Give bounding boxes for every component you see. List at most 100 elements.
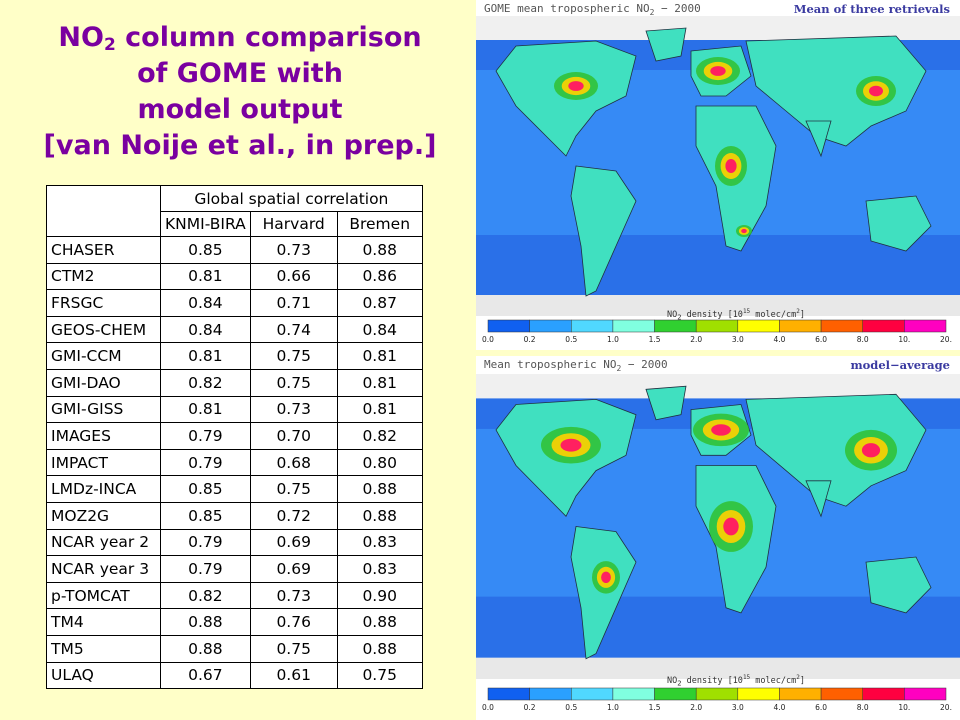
model-name-cell: TM4 — [46, 608, 161, 636]
correlation-value-cell: 0.83 — [336, 555, 423, 583]
colorbar-segment — [654, 319, 697, 333]
model-cbar-post: molec/cm — [750, 675, 797, 686]
table-row: GMI-DAO 0.82 0.75 0.81 — [46, 368, 423, 397]
column-header-bremen: Bremen — [336, 211, 423, 237]
table-row: IMPACT 0.79 0.68 0.80 — [46, 448, 423, 477]
no2-hotspot-south-america-core — [601, 571, 611, 584]
model-cbar-end: ] — [799, 675, 805, 686]
correlation-value-cell: 0.80 — [336, 448, 423, 477]
table-corner-cell — [46, 185, 161, 237]
landmass-india — [805, 480, 832, 518]
column-header-harvard: Harvard — [249, 211, 338, 237]
correlation-value-cell: 0.68 — [249, 448, 338, 477]
table-group-header-row: Global spatial correlation — [46, 185, 423, 237]
title-line-2: of GOME with — [137, 58, 343, 89]
correlation-value-cell: 0.88 — [336, 236, 423, 264]
title-line-1: NO2 column comparison — [10, 20, 470, 56]
colorbar-tick-label: 1.0 — [607, 703, 619, 712]
table-row: NCAR year 3 0.79 0.69 0.83 — [46, 555, 423, 583]
correlation-value-cell: 0.70 — [249, 422, 338, 450]
colorbar-tick-label: 8.0 — [857, 335, 869, 344]
model-map-title-text: Mean tropospheric NO — [484, 358, 617, 371]
colorbar-segment — [529, 687, 572, 701]
colorbar-tick-label: 10. — [898, 335, 910, 344]
colorbar-segment — [779, 319, 822, 333]
colorbar-segment — [487, 319, 530, 333]
landmass-greenland — [645, 27, 687, 62]
correlation-value-cell: 0.81 — [336, 395, 423, 424]
correlation-value-cell: 0.88 — [336, 634, 423, 663]
colorbar-tick-label: 0.0 — [482, 335, 494, 344]
table-row: CTM2 0.81 0.66 0.86 — [46, 262, 423, 291]
correlation-value-cell: 0.81 — [160, 395, 251, 424]
landmass-australia — [865, 195, 932, 252]
colorbar-tick-label: 2.0 — [690, 703, 702, 712]
model-map-title-year: − 2000 — [621, 358, 668, 371]
correlation-value-cell: 0.82 — [160, 581, 251, 610]
correlation-value-cell: 0.72 — [249, 501, 338, 530]
table-row: GMI-CCM 0.81 0.75 0.81 — [46, 342, 423, 370]
correlation-value-cell: 0.79 — [160, 448, 251, 477]
landmass-india — [805, 120, 832, 158]
correlation-value-cell: 0.81 — [160, 342, 251, 370]
colorbar-segment — [695, 687, 739, 701]
correlation-value-cell: 0.84 — [336, 315, 423, 344]
colorbar-segment — [862, 687, 905, 701]
gome-cbar-no: NO — [667, 309, 678, 320]
polar-region-north — [476, 374, 960, 399]
model-name-cell: GMI-DAO — [46, 368, 161, 397]
model-name-cell: TM5 — [46, 634, 161, 663]
table-row: FRSGC 0.84 0.71 0.87 — [46, 289, 423, 317]
landmass-asia — [745, 35, 927, 147]
model-name-cell: IMAGES — [46, 422, 161, 450]
table-row: TM5 0.88 0.75 0.88 — [46, 634, 423, 663]
model-name-cell: GEOS-CHEM — [46, 315, 161, 344]
model-cbar-sup2: 2 — [796, 674, 800, 681]
model-cbar-sup: 15 — [742, 674, 751, 681]
correlation-value-cell: 0.71 — [249, 289, 338, 317]
gome-cbar-sup: 15 — [742, 308, 751, 315]
landmass-australia — [865, 556, 932, 614]
correlation-value-cell: 0.83 — [336, 528, 423, 557]
correlation-value-cell: 0.75 — [249, 634, 338, 663]
no2-hotspot-africa-central-core — [723, 517, 739, 536]
model-no2-world-map — [476, 374, 960, 679]
title-line-1-rest: column comparison — [115, 22, 422, 53]
correlation-value-cell: 0.81 — [160, 262, 251, 291]
colorbar-tick-label: 0.5 — [565, 703, 577, 712]
correlation-value-cell: 0.79 — [160, 528, 251, 557]
colorbar-segment — [862, 319, 905, 333]
model-name-cell: NCAR year 2 — [46, 528, 161, 557]
correlation-value-cell: 0.81 — [336, 342, 423, 370]
correlation-value-cell: 0.75 — [336, 661, 423, 690]
colorbar-segment — [529, 319, 572, 333]
column-header-knmi-bira: KNMI-BIRA — [160, 211, 251, 237]
colorbar-tick-label: 4.0 — [773, 335, 785, 344]
colorbar-segment — [820, 687, 863, 701]
correlation-value-cell: 0.73 — [249, 581, 338, 610]
correlation-value-cell: 0.69 — [249, 528, 338, 557]
no2-hotspot-south-africa-core — [741, 228, 747, 234]
no2-hotspot-europe-core — [710, 66, 726, 76]
landmass-south-america — [570, 165, 637, 297]
model-colorbar: 0.0 0.2 0.5 1.0 1.5 2.0 3.0 4.0 6.0 8.0 10. 20. — [482, 687, 952, 712]
colorbar-tick-label: 20. — [940, 703, 952, 712]
gome-map-panel: GOME mean tropospheric NO2 − 2000 Mean o… — [476, 0, 960, 350]
slide-title: NO2 column comparison of GOME with model… — [10, 20, 470, 164]
colorbar-tick-label: 1.5 — [649, 703, 661, 712]
colorbar-tick-label: 1.5 — [649, 335, 661, 344]
correlation-value-cell: 0.75 — [249, 475, 338, 503]
title-subscript: 2 — [103, 35, 116, 55]
colorbar-tick-label: 3.0 — [732, 335, 744, 344]
correlation-value-cell: 0.82 — [336, 422, 423, 450]
colorbar-tick-label: 0.2 — [524, 703, 536, 712]
correlation-value-cell: 0.85 — [160, 501, 251, 530]
gome-colorbar: 0.0 0.2 0.5 1.0 1.5 2.0 3.0 4.0 6.0 8.0 10. 20. — [482, 319, 952, 344]
correlation-value-cell: 0.73 — [249, 236, 338, 264]
colorbar-tick-label: 6.0 — [815, 703, 827, 712]
model-name-cell: CHASER — [46, 236, 161, 264]
correlation-value-cell: 0.85 — [160, 236, 251, 264]
correlation-value-cell: 0.76 — [249, 608, 338, 636]
correlation-value-cell: 0.73 — [249, 395, 338, 424]
correlation-value-cell: 0.90 — [336, 581, 423, 610]
